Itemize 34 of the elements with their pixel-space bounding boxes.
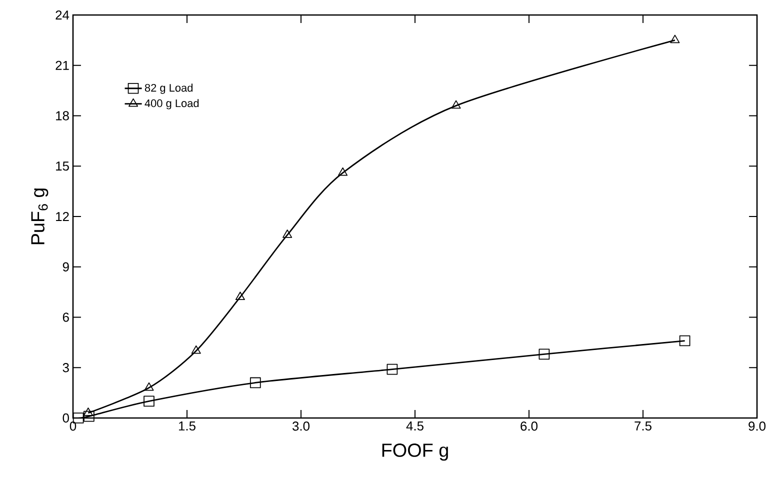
point [72, 412, 84, 424]
point [386, 364, 398, 375]
point [84, 410, 94, 422]
point [250, 377, 261, 388]
y-axis-title: PuF$_{6}$ g [31, 188, 48, 244]
x-tick-label: 1.5 [178, 422, 196, 431]
y-tick-label: 18 [56, 111, 69, 120]
x-tick-label: 6.0 [520, 422, 538, 431]
x-tick-label: 4.5 [406, 422, 424, 431]
legend-label: 82 g Load [144, 84, 192, 94]
legend-label: 400 g Load [144, 99, 199, 110]
x-tick-label: 9.0 [748, 422, 766, 431]
point [538, 348, 550, 360]
point [83, 408, 93, 416]
point [144, 396, 154, 407]
x-tick-label: 3.0 [292, 422, 310, 431]
y-tick-label: 6 [62, 312, 69, 322]
point [338, 167, 348, 176]
point [144, 382, 154, 391]
point [670, 34, 680, 44]
point [235, 292, 245, 300]
point [282, 230, 292, 238]
point [191, 345, 201, 354]
point [679, 335, 690, 346]
y-tick-label: 9 [62, 262, 69, 272]
y-tick-label: 12 [56, 212, 69, 222]
x-axis-title: FOOF g [382, 444, 448, 461]
y-tick-label: 0 [62, 413, 69, 423]
y-tick-label: 3 [62, 363, 69, 372]
point [451, 100, 461, 109]
y-tick-label: 24 [56, 10, 70, 20]
y-tick-label: 21 [56, 60, 69, 70]
y-tick-label: 15 [56, 162, 69, 171]
x-tick-label: 7.5 [634, 422, 652, 431]
